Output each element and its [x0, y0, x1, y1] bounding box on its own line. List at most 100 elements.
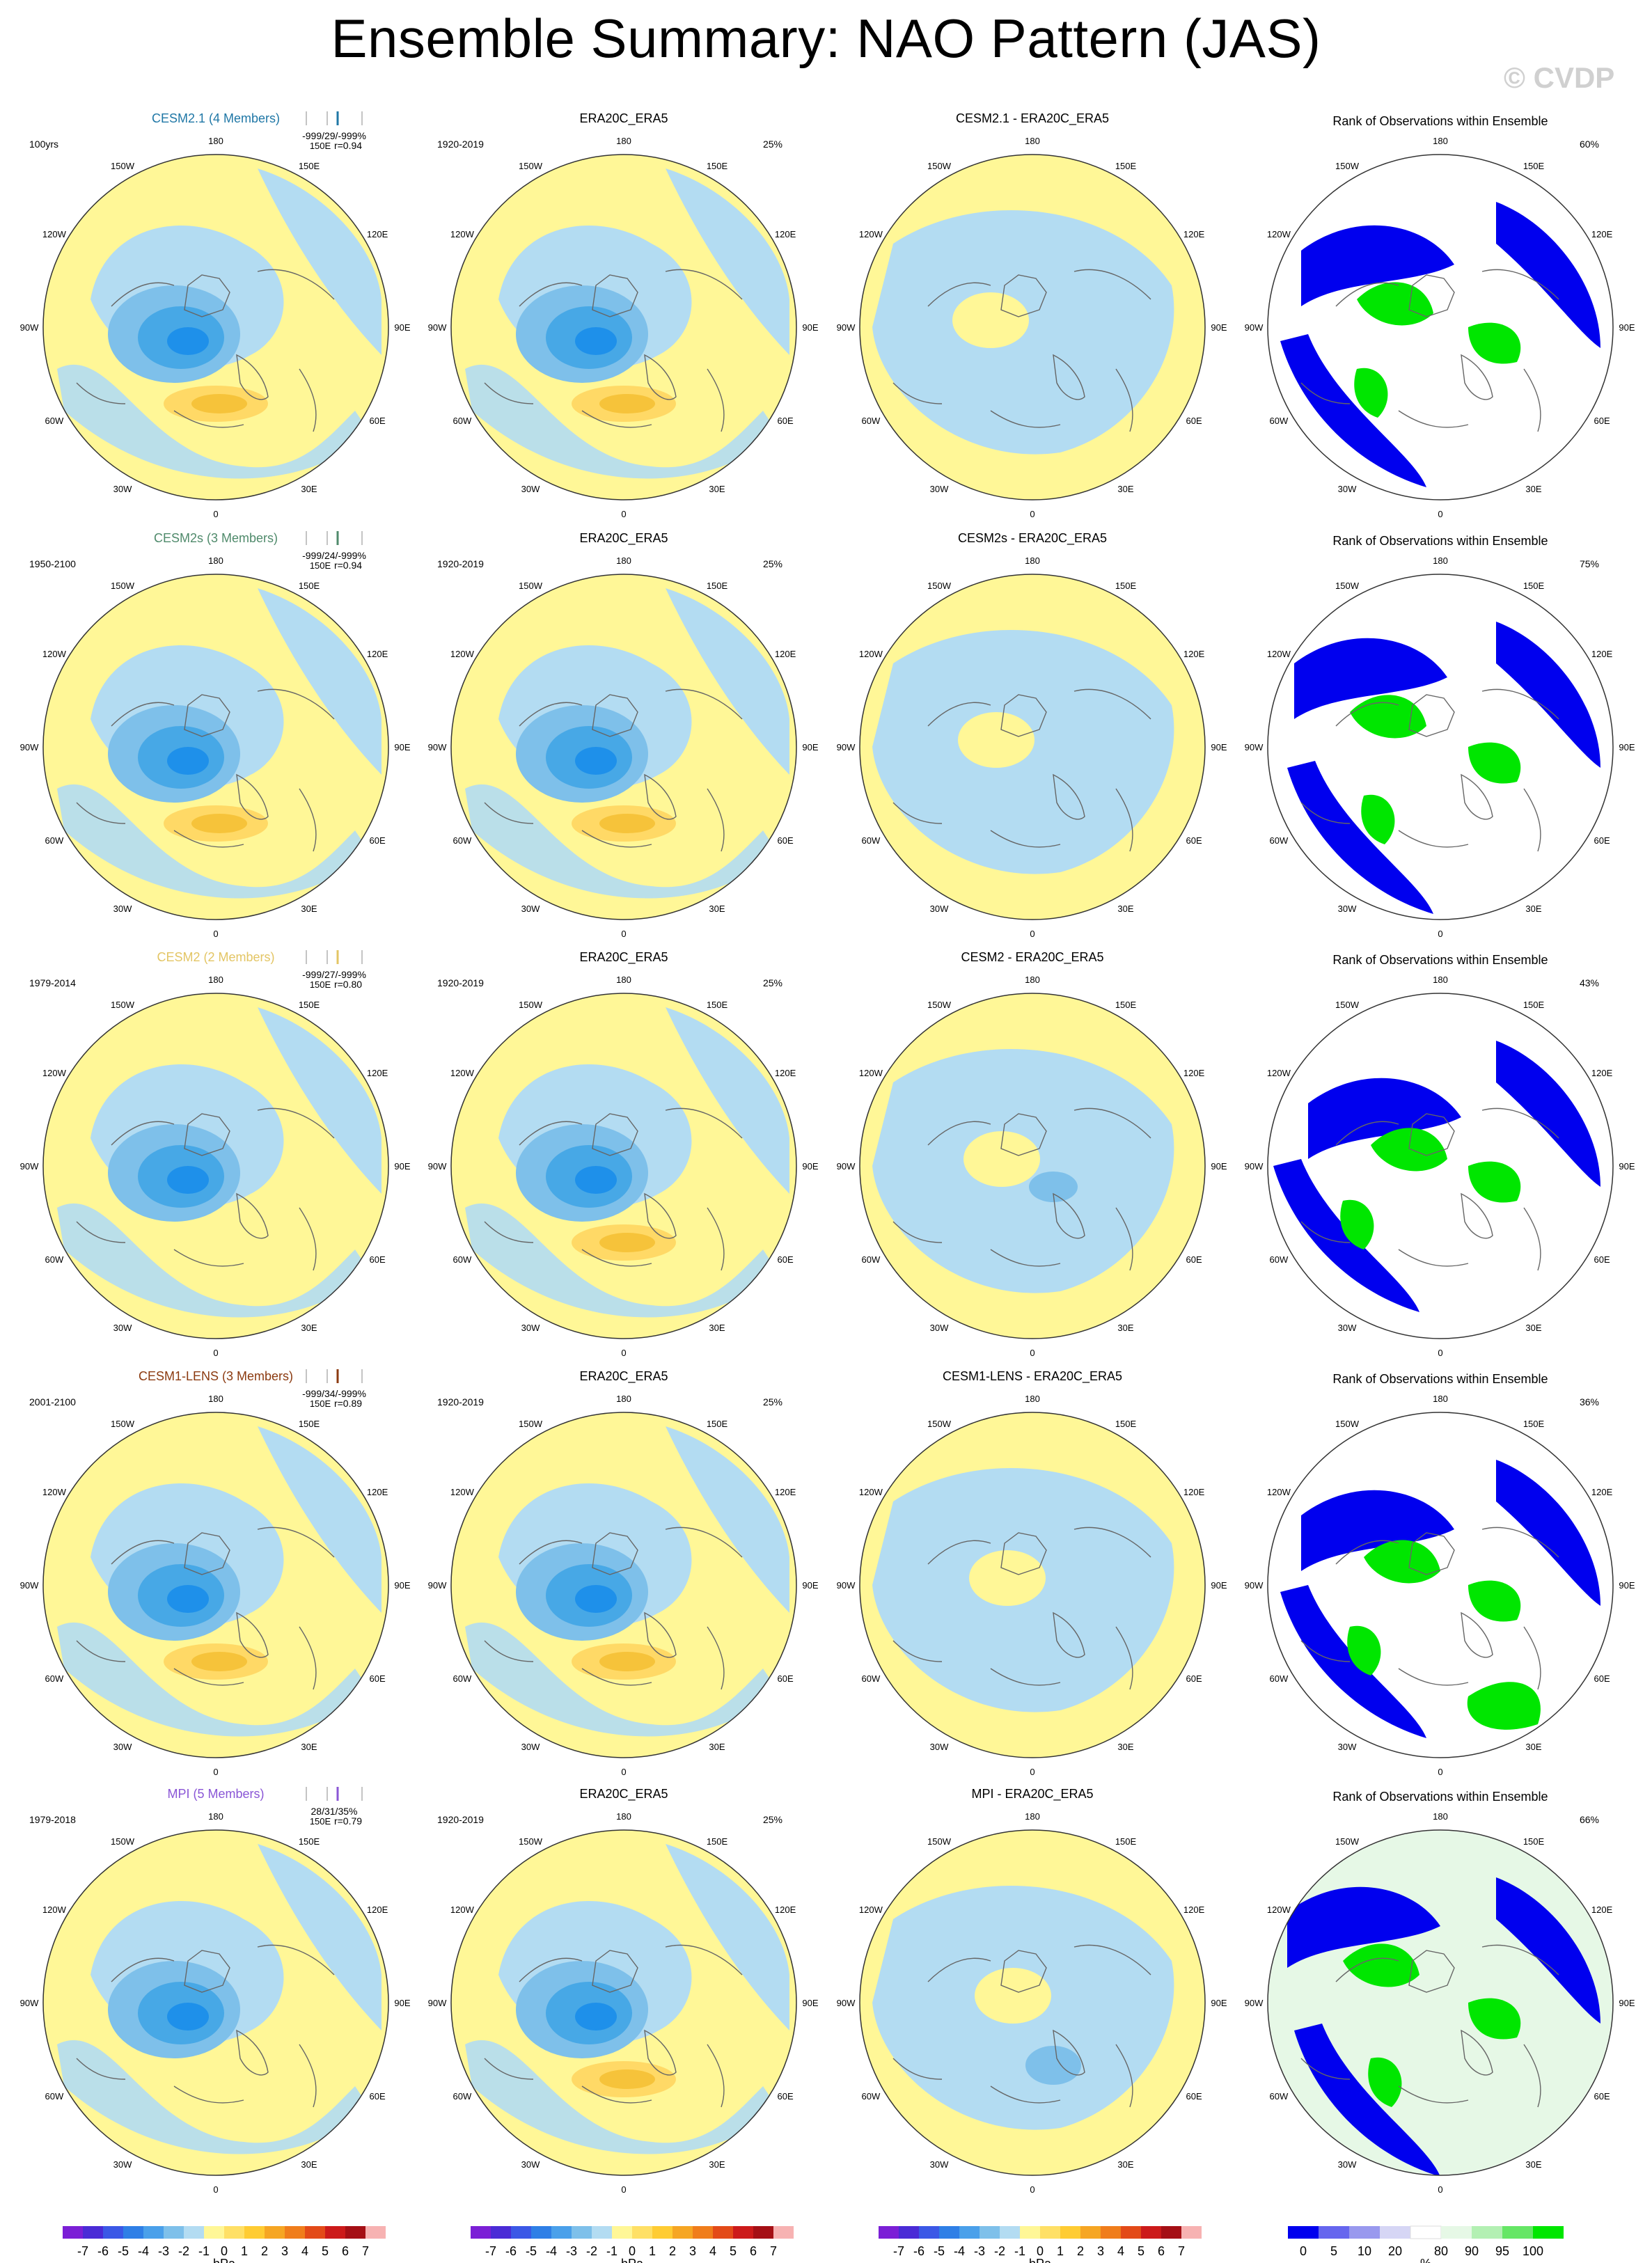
- colorbar-swatch: [693, 2226, 713, 2239]
- longitude-label: 180: [616, 1811, 631, 1822]
- longitude-label: 60W: [1270, 835, 1289, 846]
- longitude-label: 120W: [1267, 1068, 1291, 1078]
- colorbar-tick: -7: [893, 2244, 904, 2258]
- colorbar-tick: 0: [1037, 2244, 1044, 2258]
- colorbar-swatch: [1101, 2226, 1121, 2239]
- longitude-label: 180: [616, 136, 631, 146]
- longitude-label: 0: [1438, 929, 1442, 939]
- longitude-label: 90W: [837, 742, 856, 752]
- diff-title: CESM2 - ERA20C_ERA5: [961, 950, 1103, 965]
- rank-high-region: [1280, 334, 1426, 487]
- longitude-label: 60E: [370, 835, 386, 846]
- longitude-label: 150W: [519, 581, 543, 591]
- longitude-label: 180: [1433, 975, 1448, 985]
- colorbar-tick: 0: [1300, 2244, 1307, 2258]
- longitude-label: 60W: [862, 835, 881, 846]
- corr-prefix: 150E: [310, 1398, 331, 1409]
- longitude-label: 120E: [775, 1068, 796, 1078]
- longitude-label: 60W: [453, 2091, 472, 2102]
- longitude-label: 90E: [394, 1161, 410, 1172]
- longitude-label: 120E: [367, 1487, 388, 1497]
- colorbar-swatch: [265, 2226, 285, 2239]
- colorbar-tick: -4: [138, 2244, 149, 2258]
- diff-negative-core: [1029, 1172, 1078, 1202]
- longitude-label: 90W: [428, 322, 447, 333]
- negative-band: [465, 784, 777, 899]
- model-correlation: r=0.89: [334, 1398, 362, 1409]
- map-panel: 180 150E 120E 90E 60E 30E 0 30W 60W 90W 120W 150W MP…: [837, 1787, 1227, 2195]
- rank-low-region: [1468, 1998, 1521, 2040]
- map-border: [859, 1829, 1206, 2176]
- map-border: [859, 993, 1206, 1339]
- rank-high-region: [1496, 202, 1600, 348]
- colorbar-swatch: [143, 2226, 164, 2239]
- longitude-label: 60W: [453, 416, 472, 426]
- map-border: [450, 154, 797, 500]
- map-field: [860, 1412, 1205, 1758]
- corr-prefix: 150E: [310, 979, 331, 990]
- longitude-label: 0: [213, 929, 218, 939]
- longitude-label: 0: [1030, 1767, 1035, 1777]
- map-field: [451, 993, 796, 1339]
- map-border: [859, 1412, 1206, 1758]
- longitude-label: 0: [213, 509, 218, 519]
- longitude-label: 180: [1433, 555, 1448, 566]
- map-field: [1268, 1412, 1613, 1758]
- rank-title: Rank of Observations within Ensemble: [1332, 534, 1548, 548]
- colorbar-swatch: [1000, 2226, 1020, 2239]
- longitude-label: 120E: [775, 229, 796, 239]
- colorbar-swatch: [1080, 2226, 1101, 2239]
- obs-percent: 25%: [763, 977, 782, 988]
- model-period: 1950-2100: [29, 558, 76, 569]
- longitude-label: 120E: [1591, 649, 1613, 659]
- rank-low-region: [1468, 1161, 1521, 1203]
- negative-lobe-east: [258, 588, 381, 775]
- colorbar-tick: 2: [261, 2244, 268, 2258]
- rank-high-region: [1496, 622, 1600, 768]
- rank-high-region: [1308, 1078, 1461, 1159]
- longitude-label: 0: [621, 2184, 626, 2195]
- longitude-label: 120E: [1183, 1905, 1205, 1915]
- longitude-label: 120W: [1267, 649, 1291, 659]
- longitude-label: 150E: [707, 581, 728, 591]
- longitude-label: 30W: [1338, 1742, 1357, 1752]
- rank-high-region: [1496, 1041, 1600, 1187]
- rank-low-region: [1368, 2057, 1402, 2107]
- colorbar-swatch: [365, 2226, 386, 2239]
- negative-lobe-east: [666, 1007, 789, 1194]
- colorbar-tick: 6: [750, 2244, 757, 2258]
- obs-period: 1920-2019: [437, 1396, 484, 1408]
- longitude-label: 30E: [1525, 1323, 1541, 1333]
- colorbar-tick: -5: [526, 2244, 537, 2258]
- longitude-label: 150E: [1523, 1419, 1545, 1429]
- map-panel: 180 150E 120E 90E 60E 30E 0 30W 60W 90W 120W 150W CE…: [837, 950, 1227, 1358]
- negative-lobe-east: [666, 168, 789, 355]
- coastline: [892, 269, 1151, 432]
- colorbar-swatch: [511, 2226, 531, 2239]
- longitude-label: 90E: [394, 1998, 410, 2008]
- rank-low-region: [1371, 1128, 1447, 1172]
- longitude-label: 90W: [428, 742, 447, 752]
- longitude-label: 180: [1025, 1394, 1040, 1404]
- negative-lobe-east: [666, 588, 789, 775]
- longitude-label: 150W: [1335, 161, 1360, 171]
- map-border: [42, 1412, 389, 1758]
- longitude-label: 30W: [1338, 1323, 1357, 1333]
- map-background: [1268, 574, 1613, 920]
- colorbar-swatch: [1533, 2226, 1564, 2239]
- longitude-label: 30E: [1117, 484, 1133, 494]
- longitude-label: 120E: [1591, 1068, 1613, 1078]
- longitude-label: 30E: [709, 904, 725, 914]
- colorbar-swatch: [1181, 2226, 1202, 2239]
- longitude-label: 30W: [521, 1323, 540, 1333]
- map-panel: 180 150E 120E 90E 60E 30E 0 30W 60W 90W 120W 150W CE…: [837, 531, 1227, 939]
- map-border: [450, 1412, 797, 1758]
- longitude-label: 90W: [428, 1580, 447, 1591]
- longitude-label: 150W: [519, 1419, 543, 1429]
- longitude-label: 30E: [709, 2159, 725, 2170]
- coastline: [1300, 1527, 1559, 1690]
- longitude-label: 150W: [111, 581, 135, 591]
- longitude-label: 90W: [428, 1998, 447, 2008]
- longitude-label: 120E: [1591, 1905, 1613, 1915]
- longitude-label: 30E: [709, 1742, 725, 1752]
